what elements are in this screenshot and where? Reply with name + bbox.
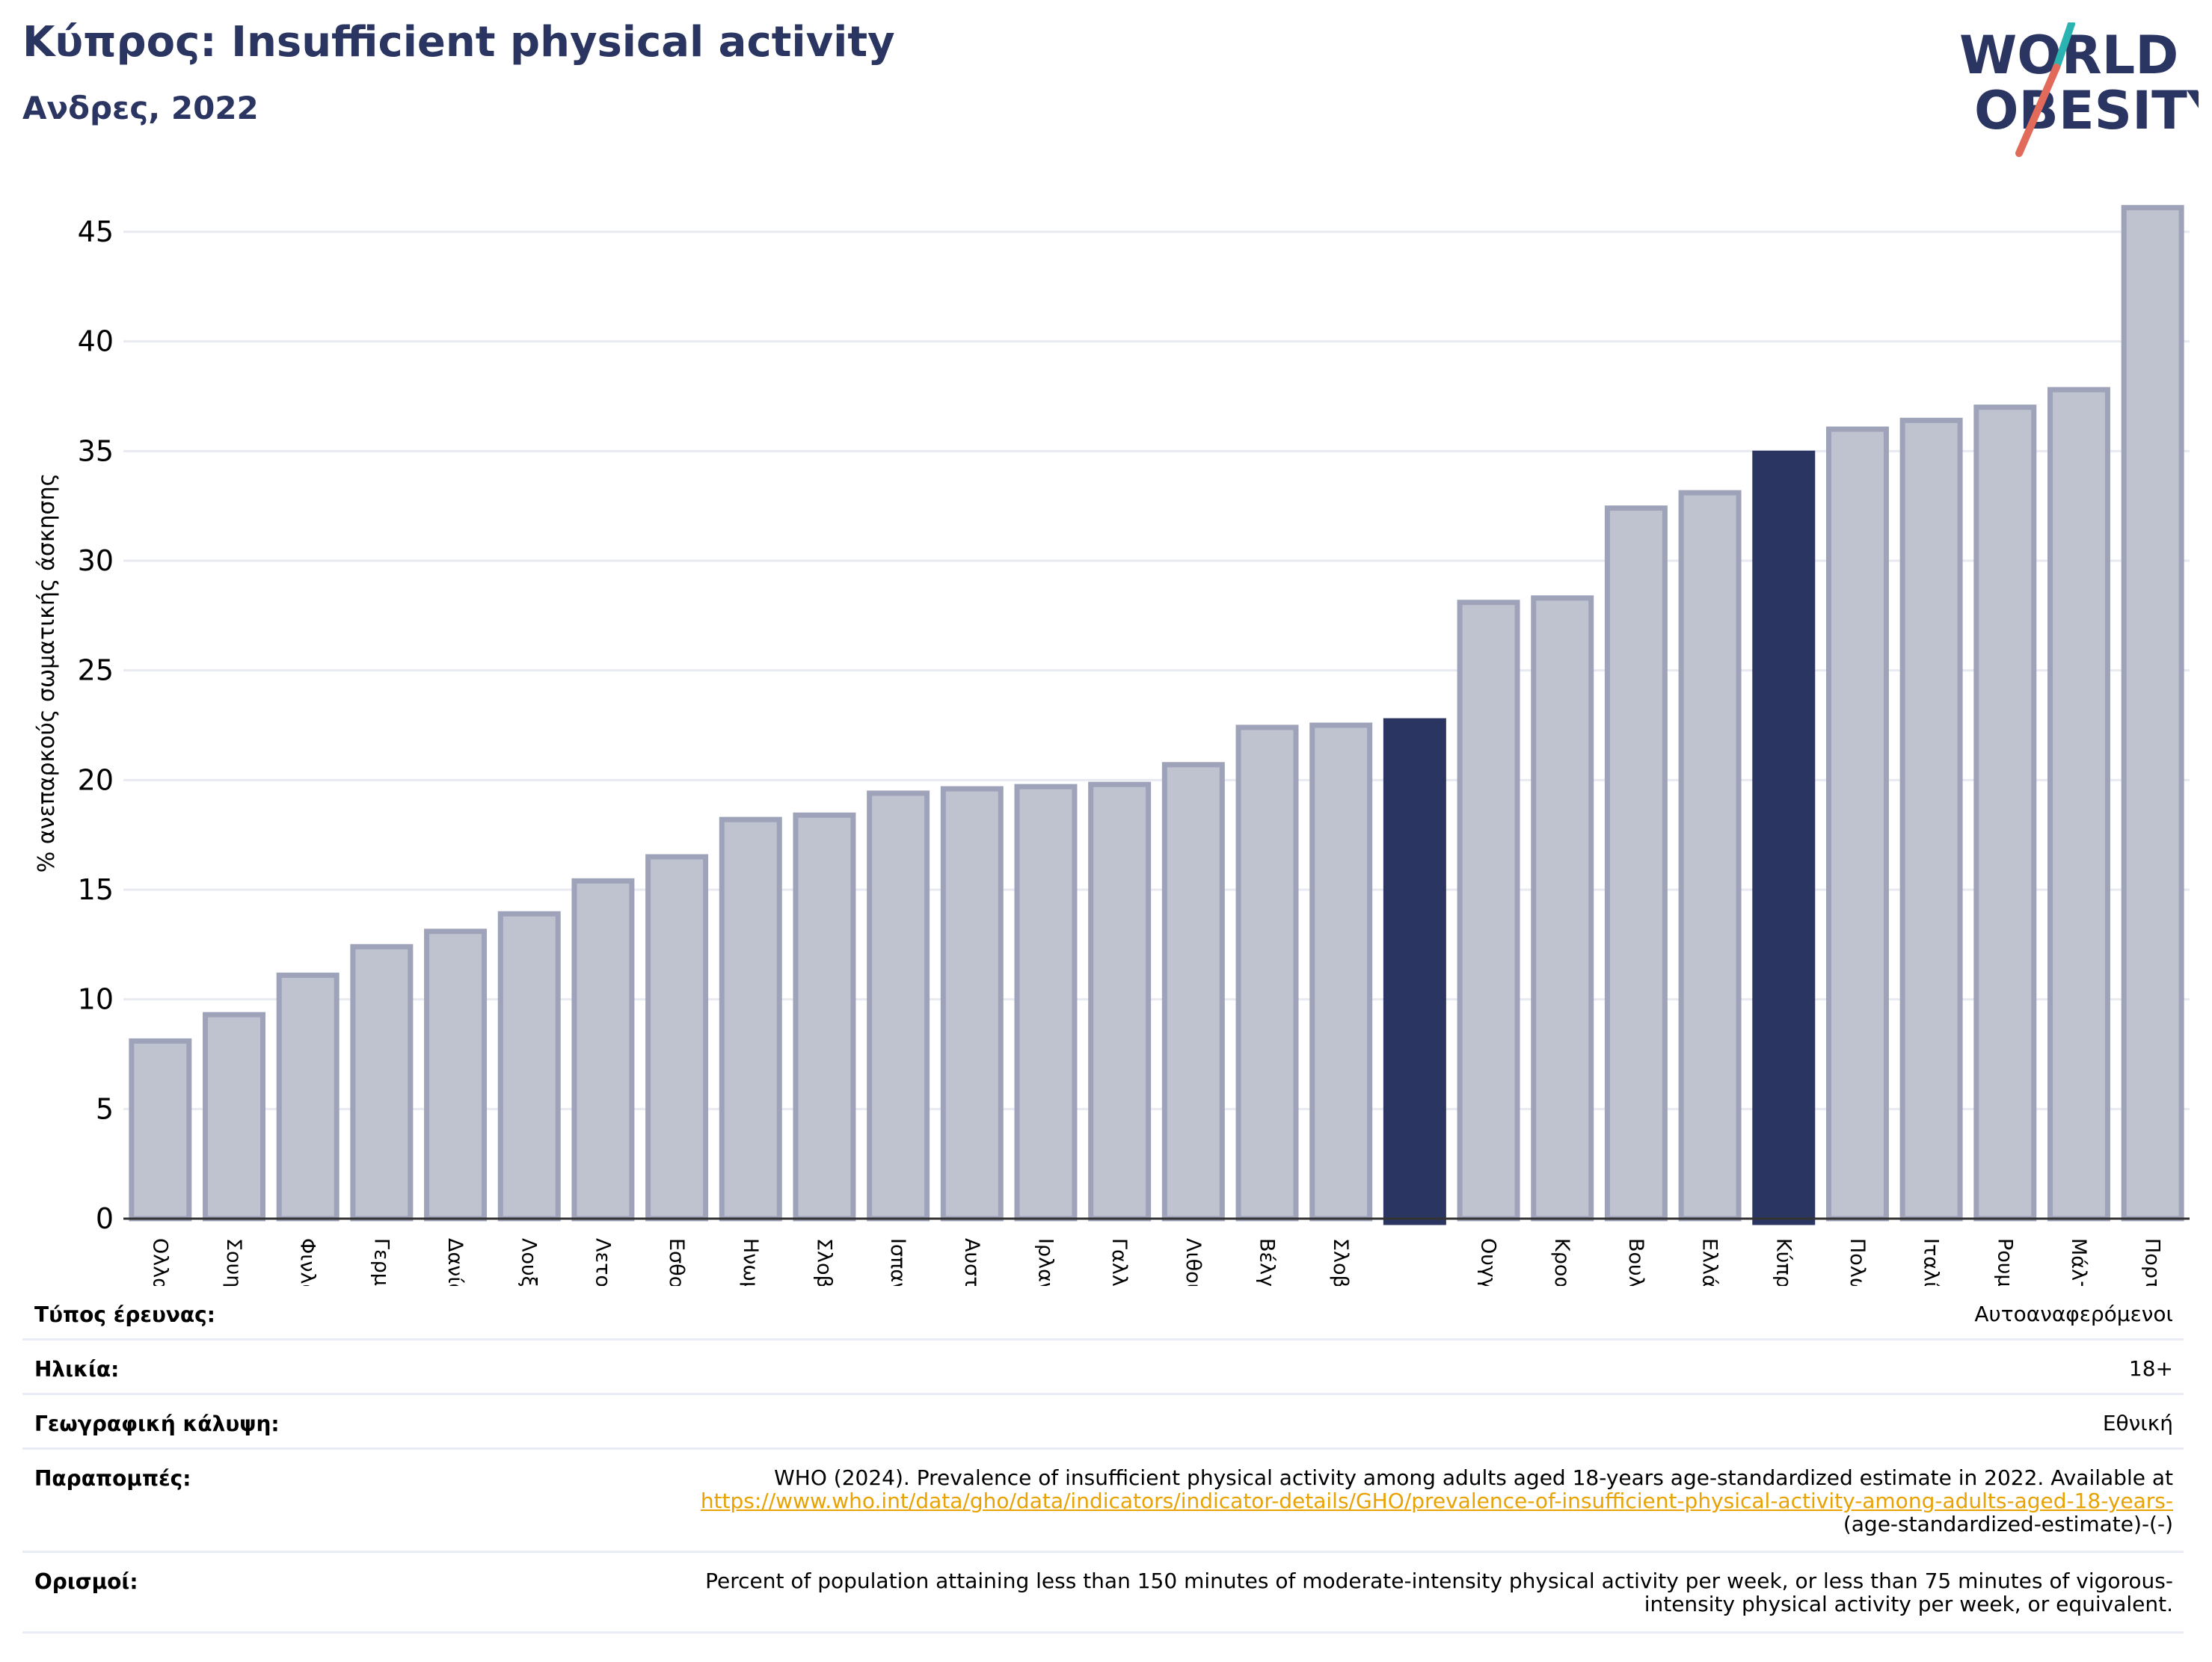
x-tick-label: Γαλλία bbox=[1107, 1238, 1131, 1286]
x-tick-label: Μάλτα bbox=[2067, 1238, 2090, 1286]
meta-label-coverage: Γεωγραφική κάλυψη: bbox=[34, 1412, 280, 1436]
x-tick-label: Σλοβακία bbox=[1329, 1238, 1352, 1286]
bar bbox=[1973, 404, 2037, 1222]
y-axis-label: % ανεπαρκούς σωματικής άσκησης bbox=[34, 473, 60, 872]
bar bbox=[1531, 595, 1594, 1222]
definition-line-1: Percent of population attaining less tha… bbox=[705, 1569, 2173, 1593]
bar bbox=[2047, 387, 2110, 1222]
bar bbox=[1825, 426, 1889, 1222]
y-tick-label: 40 bbox=[78, 325, 114, 358]
bar bbox=[1088, 781, 1152, 1222]
bar bbox=[497, 911, 561, 1222]
y-tick-label: 30 bbox=[78, 544, 114, 577]
logo-slash-teal bbox=[2053, 22, 2075, 71]
meta-row-age: Ηλικία: 18+ bbox=[22, 1341, 2184, 1395]
x-tick-label: Δανία bbox=[443, 1238, 467, 1286]
bar bbox=[1457, 600, 1520, 1222]
world-obesity-logo: WORLD OBESITY bbox=[1959, 22, 2199, 157]
bar bbox=[276, 972, 340, 1222]
bar bbox=[867, 790, 930, 1222]
y-tick-label: 45 bbox=[78, 215, 114, 248]
y-axis: 0 5 10 15 20 25 30 35 40 45 bbox=[78, 215, 114, 1235]
meta-label-definitions: Ορισμοί: bbox=[34, 1569, 138, 1594]
bar bbox=[129, 1038, 192, 1222]
bar bbox=[203, 1012, 266, 1222]
x-tick-label: Σουηδία bbox=[222, 1238, 245, 1286]
meta-value-definitions: Percent of population attaining less tha… bbox=[705, 1569, 2173, 1616]
x-tick-label: Ιταλία bbox=[1920, 1238, 1943, 1286]
bar-chart: 0 5 10 15 20 25 30 35 40 45 Ολλανδία Σουηδία Φινλαν… bbox=[34, 205, 2190, 1286]
x-tick-label: Λουξεμβούργο bbox=[517, 1238, 541, 1286]
reference-tail: (age-standardized-estimate)-(-) bbox=[1843, 1512, 2173, 1536]
meta-value-references: WHO (2024). Prevalence of insufficient p… bbox=[701, 1466, 2173, 1536]
meta-label-survey-type: Τύπος έρευνας: bbox=[34, 1302, 215, 1327]
x-tick-label: Ρουμανία bbox=[1993, 1238, 2016, 1286]
x-tick-label: Κύπρος bbox=[1772, 1238, 1795, 1286]
x-tick-label: Βουλγαρία bbox=[1624, 1238, 1647, 1286]
reference-link[interactable]: https://www.who.int/data/gho/data/indica… bbox=[700, 1489, 2173, 1513]
bar bbox=[1309, 722, 1373, 1222]
x-tick-label: Πολωνία bbox=[1846, 1238, 1869, 1286]
bar bbox=[350, 944, 414, 1222]
y-tick-label: 35 bbox=[78, 434, 114, 467]
bar bbox=[1752, 450, 1816, 1225]
meta-row-coverage: Γεωγραφική κάλυψη: Εθνική bbox=[22, 1395, 2184, 1450]
meta-row-definitions: Ορισμοί: Percent of population attaining… bbox=[22, 1553, 2184, 1634]
y-tick-label: 25 bbox=[78, 654, 114, 687]
bar bbox=[940, 786, 1004, 1222]
meta-value-survey-type: Αυτοαναφερόμενοι bbox=[1974, 1302, 2173, 1326]
meta-label-age: Ηλικία: bbox=[34, 1357, 120, 1382]
meta-value-coverage: Εθνική bbox=[2102, 1411, 2173, 1435]
y-tick-label: 15 bbox=[78, 873, 114, 906]
bar bbox=[1899, 417, 1963, 1222]
bar bbox=[793, 812, 856, 1222]
bar bbox=[2121, 205, 2184, 1222]
y-tick-label: 20 bbox=[78, 763, 114, 796]
x-tick-label: Λετονία bbox=[591, 1238, 614, 1286]
bar bbox=[1604, 505, 1668, 1222]
definition-line-2: intensity physical activity per week, or… bbox=[1644, 1592, 2173, 1616]
bar bbox=[719, 816, 782, 1222]
bar bbox=[1161, 762, 1225, 1222]
meta-value-age: 18+ bbox=[2128, 1356, 2173, 1381]
bar bbox=[1383, 718, 1446, 1225]
x-tick-label: Εσθονία bbox=[665, 1238, 688, 1286]
bar bbox=[1678, 490, 1742, 1222]
bar bbox=[1014, 784, 1078, 1222]
x-tick-label: Ουγγαρία bbox=[1477, 1238, 1500, 1286]
bar bbox=[1235, 724, 1299, 1222]
x-tick-label: Ισπανία bbox=[886, 1238, 909, 1286]
x-tick-label: Ιρλανδία bbox=[1033, 1238, 1057, 1286]
x-tick-label: Ηνωμένο Βασίλειο bbox=[739, 1238, 762, 1286]
meta-label-references: Παραπομπές: bbox=[34, 1466, 191, 1491]
reference-text: WHO (2024). Prevalence of insufficient p… bbox=[774, 1465, 2173, 1490]
x-tick-label: Λιθουανία bbox=[1182, 1238, 1205, 1286]
x-tick-label: Πορτογαλία bbox=[2141, 1238, 2164, 1286]
x-tick-label: Ολλανδία bbox=[148, 1238, 171, 1286]
y-tick-label: 0 bbox=[96, 1202, 114, 1235]
page-subtitle: Ανδρες, 2022 bbox=[22, 90, 259, 126]
metadata-table: Τύπος έρευνας: Αυτοαναφερόμενοι Ηλικία: … bbox=[22, 1286, 2184, 1634]
logo-slash-coral bbox=[2015, 64, 2060, 157]
x-tick-label: Γερμανία bbox=[369, 1238, 393, 1286]
x-tick-label: Αυστρία bbox=[960, 1238, 983, 1286]
meta-row-survey-type: Τύπος έρευνας: Αυτοαναφερόμενοι bbox=[22, 1286, 2184, 1341]
y-tick-label: 5 bbox=[96, 1092, 114, 1125]
meta-row-references: Παραπομπές: WHO (2024). Prevalence of in… bbox=[22, 1450, 2184, 1553]
page-title: Κύπρος: Insufficient physical activity bbox=[22, 18, 895, 67]
bar bbox=[571, 878, 635, 1222]
logo-text-obesity: OBESITY bbox=[1974, 80, 2199, 141]
bar bbox=[424, 929, 488, 1222]
bars-layer bbox=[129, 205, 2184, 1225]
x-tick-label: Σλοβενία bbox=[812, 1238, 835, 1286]
x-tick-label: Βέλγιο bbox=[1256, 1238, 1279, 1286]
y-tick-label: 10 bbox=[78, 983, 114, 1016]
x-tick-label: Φινλανδία bbox=[296, 1238, 319, 1286]
x-tick-label: Κροατία bbox=[1550, 1238, 1573, 1286]
x-tick-label: Ελλάδα bbox=[1698, 1238, 1721, 1286]
bar bbox=[645, 854, 709, 1222]
x-axis: Ολλανδία Σουηδία Φινλανδία Γερμανία Δανία Λου… bbox=[123, 1217, 2190, 1286]
